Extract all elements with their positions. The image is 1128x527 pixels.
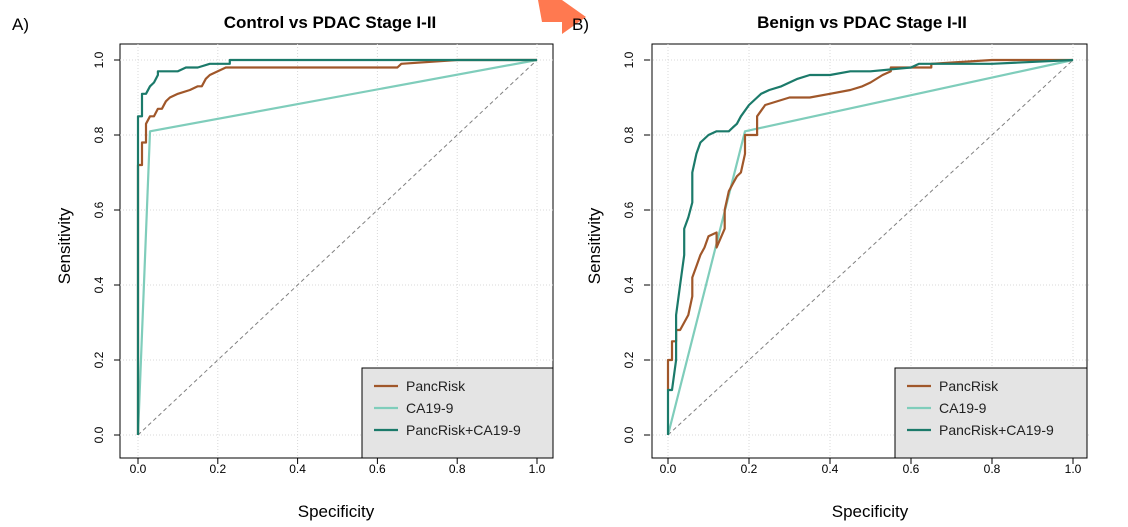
x-tick-label: 0.4 xyxy=(289,462,306,476)
y-axis-label-a: Sensitivity xyxy=(55,207,74,284)
y-axis-label-b: Sensitivity xyxy=(585,207,604,284)
y-axis-b: 0.0 0.2 0.4 0.6 0.8 1.0 xyxy=(622,51,650,443)
series-line-pancrisk-ca19-9 xyxy=(666,58,1074,435)
series-line-ca19-9 xyxy=(666,58,1074,436)
legend-label: PancRisk+CA19-9 xyxy=(939,422,1054,438)
x-tick-label: 1.0 xyxy=(1065,462,1082,476)
legend-label: PancRisk xyxy=(406,378,466,394)
y-tick-label: 0.0 xyxy=(92,426,106,443)
x-axis-label-a: Specificity xyxy=(298,502,375,521)
orange-arrow-shape xyxy=(538,0,586,34)
y-tick-label: 0.4 xyxy=(622,276,636,293)
x-axis-b: 0.0 0.2 0.4 0.6 0.8 1.0 xyxy=(660,458,1082,476)
series-line-ca19-9 xyxy=(136,58,538,436)
chart-title-b: Benign vs PDAC Stage I-II xyxy=(757,13,967,32)
legend-box xyxy=(361,367,554,459)
grid-a xyxy=(120,44,553,458)
y-tick-label: 0.8 xyxy=(92,126,106,143)
x-tick-label: 1.0 xyxy=(529,462,546,476)
series-line-pancrisk-ca19-9 xyxy=(136,58,537,435)
x-tick-label: 0.0 xyxy=(660,462,677,476)
reference-diagonal-b xyxy=(667,59,1074,436)
x-tick-label: 0.0 xyxy=(130,462,147,476)
y-tick-label: 0.6 xyxy=(92,201,106,218)
x-axis-label-b: Specificity xyxy=(832,502,909,521)
plot-frame-b xyxy=(651,43,1088,459)
y-tick-label: 0.4 xyxy=(92,276,106,293)
legend-box xyxy=(894,367,1088,459)
plot-frame-a xyxy=(119,43,554,459)
panel-a: A) Control vs PDAC Stage I-II 0.0 0.2 0.4 0… xyxy=(12,13,554,521)
y-tick-label: 0.2 xyxy=(622,351,636,368)
reference-diagonal-a xyxy=(137,59,538,436)
x-axis-a: 0.0 0.2 0.4 0.6 0.8 1.0 xyxy=(130,458,546,476)
legend-label: PancRisk+CA19-9 xyxy=(406,422,521,438)
series-lines-b xyxy=(666,58,1074,436)
y-tick-label: 1.0 xyxy=(622,51,636,68)
y-axis-a: 0.0 0.2 0.4 0.6 0.8 1.0 xyxy=(92,51,120,443)
x-tick-label: 0.6 xyxy=(903,462,920,476)
panel-label-b: B) xyxy=(572,15,589,34)
legend-label: CA19-9 xyxy=(939,400,987,416)
series-line-pancrisk xyxy=(136,58,537,435)
legend-label: CA19-9 xyxy=(406,400,454,416)
x-tick-label: 0.8 xyxy=(449,462,466,476)
y-tick-label: 0.6 xyxy=(622,201,636,218)
series-lines-a xyxy=(136,58,538,436)
x-tick-label: 0.2 xyxy=(209,462,226,476)
x-tick-label: 0.2 xyxy=(741,462,758,476)
panel-label-a: A) xyxy=(12,15,29,34)
series-line-pancrisk xyxy=(666,58,1073,390)
y-tick-label: 0.2 xyxy=(92,351,106,368)
x-tick-label: 0.4 xyxy=(822,462,839,476)
y-tick-label: 0.8 xyxy=(622,126,636,143)
x-tick-label: 0.8 xyxy=(984,462,1001,476)
panel-b: B) Benign vs PDAC Stage I-II 0.0 0.2 0.4 0.… xyxy=(572,13,1089,521)
chart-title-a: Control vs PDAC Stage I-II xyxy=(224,13,437,32)
legend-a: PancRisk CA19-9 PancRisk+CA19-9 xyxy=(361,367,554,459)
y-tick-label: 0.0 xyxy=(622,426,636,443)
x-tick-label: 0.6 xyxy=(369,462,386,476)
legend-b: PancRisk CA19-9 PancRisk+CA19-9 xyxy=(894,367,1088,459)
legend-label: PancRisk xyxy=(939,378,999,394)
y-tick-label: 1.0 xyxy=(92,51,106,68)
